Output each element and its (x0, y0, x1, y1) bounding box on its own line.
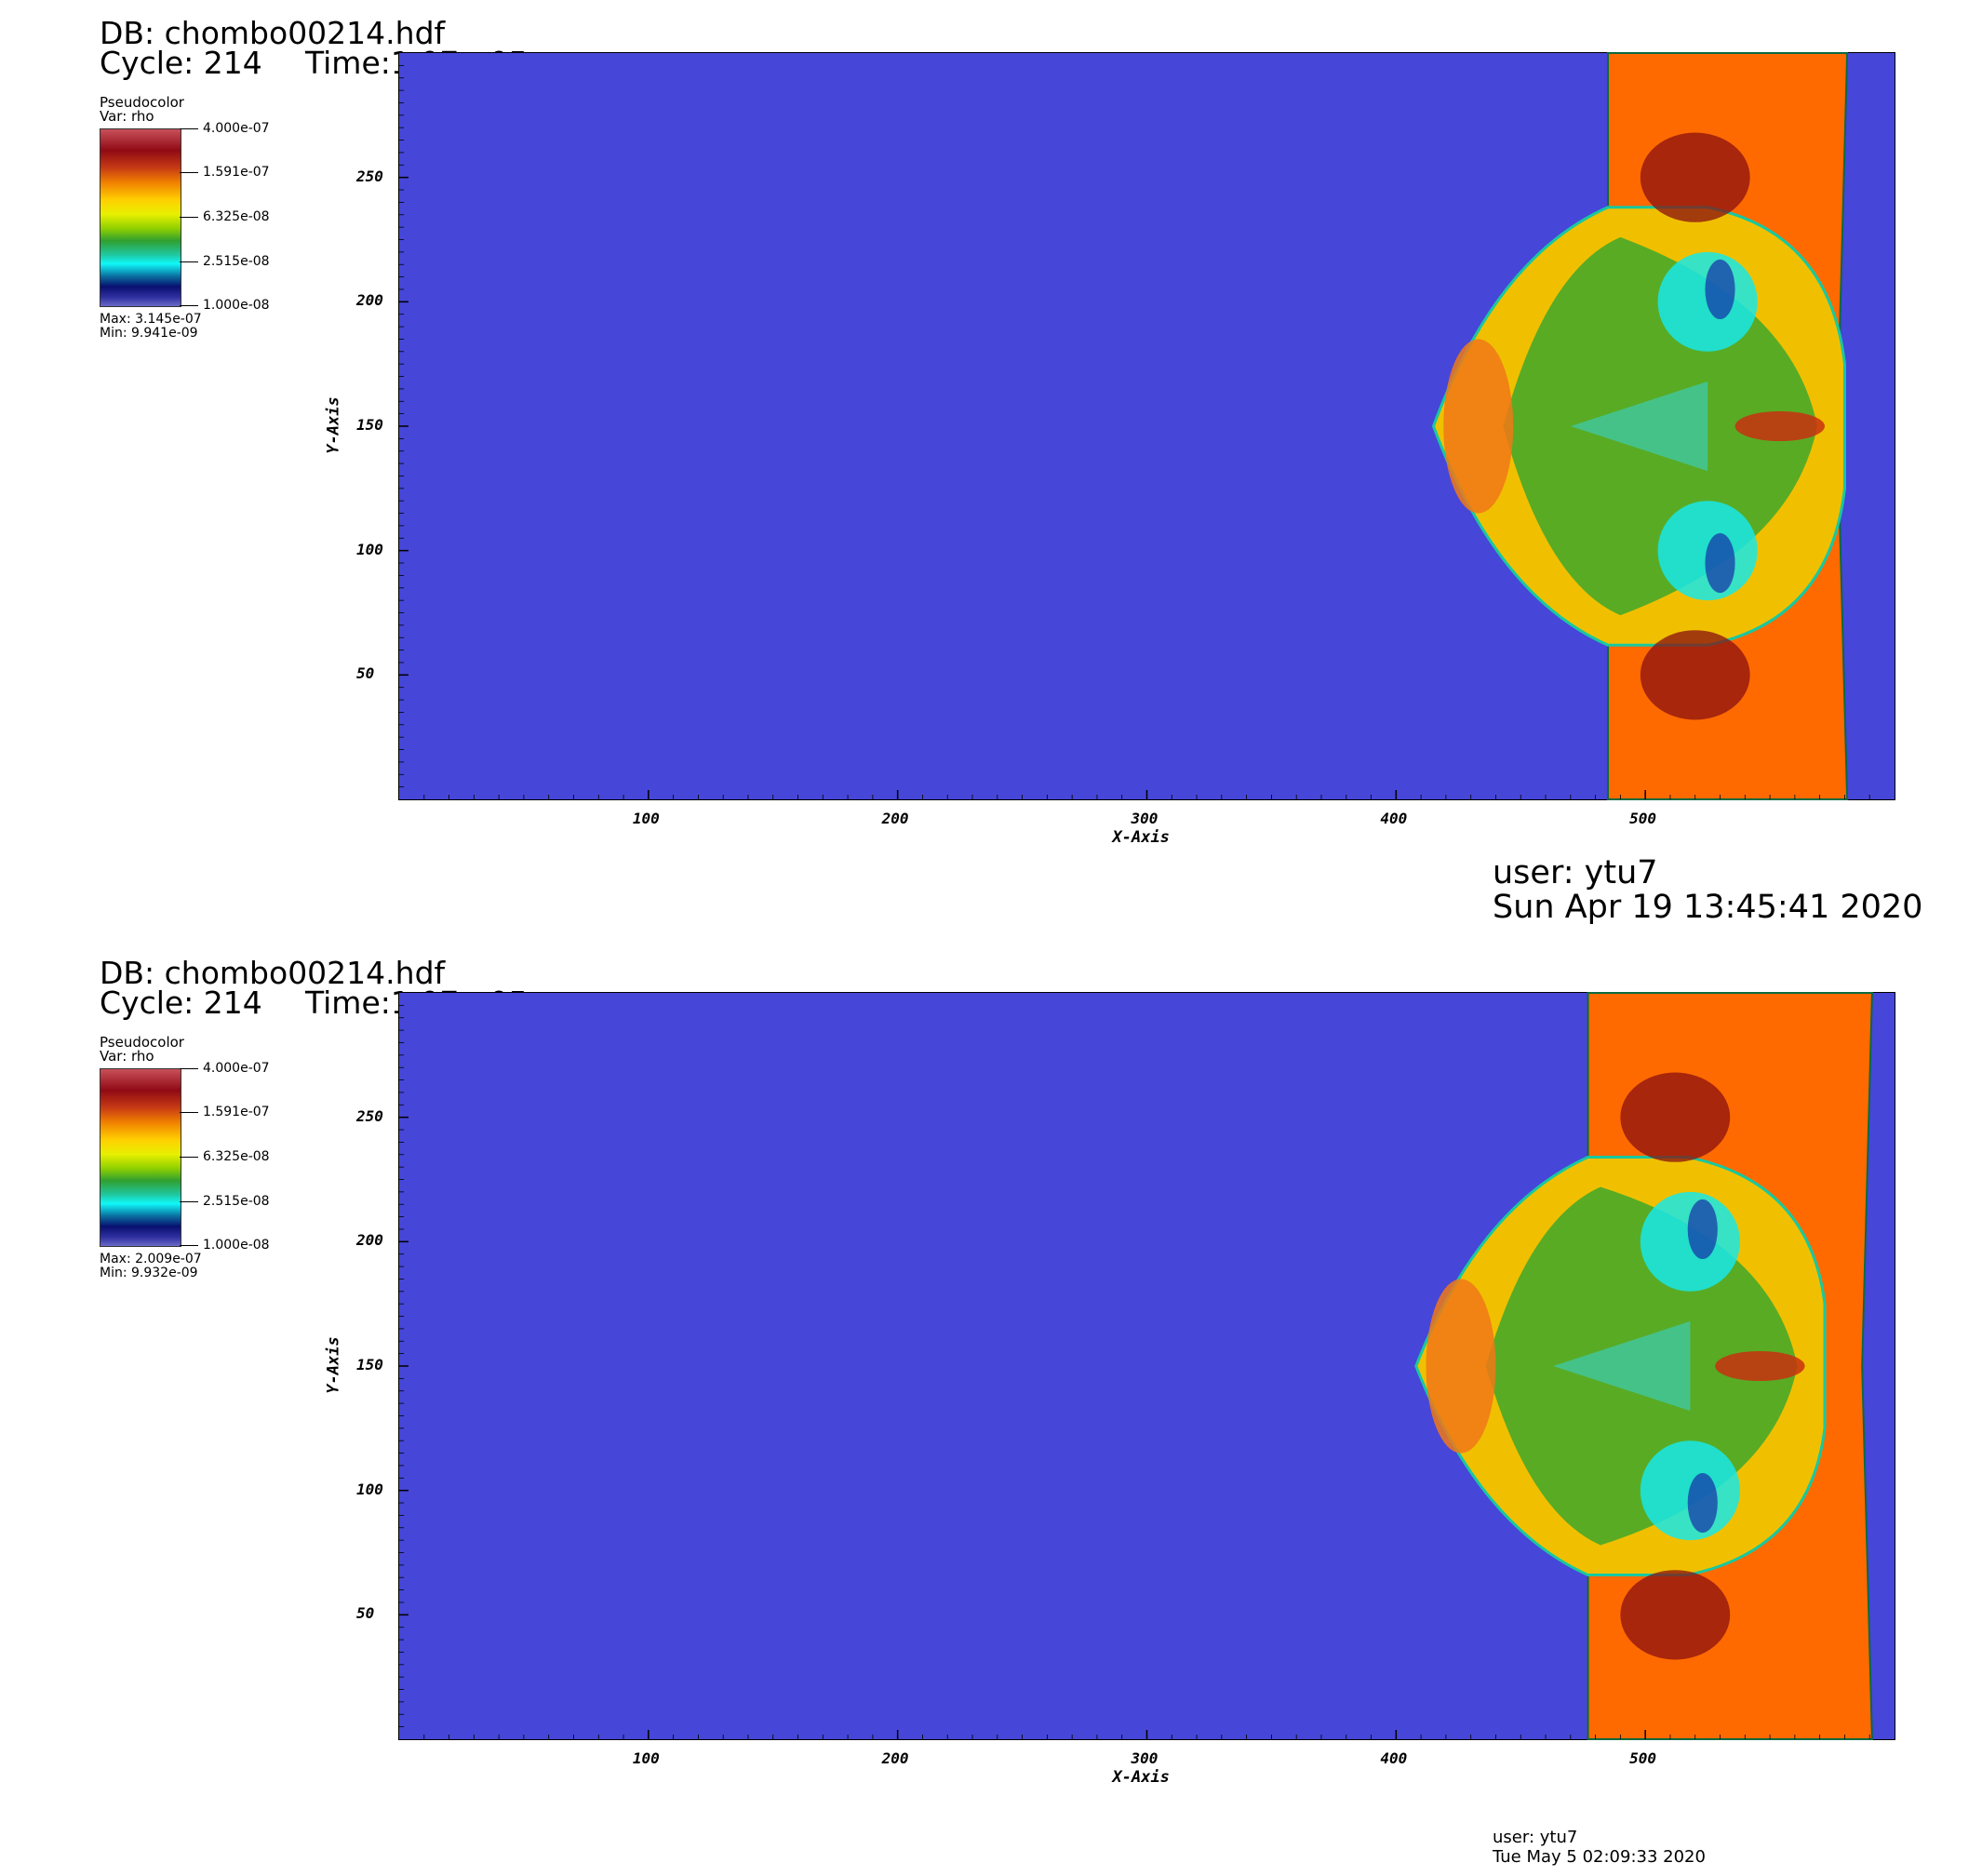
colorbar-label: 2.515e-08 (203, 254, 270, 269)
y-tick-label: 100 (356, 540, 383, 558)
plot-panel-bottom: DB: chombo00214.hdf Cycle: 214 Time:1.07… (0, 940, 1982, 1876)
central-wedge (1570, 381, 1708, 472)
colorbar-label: 4.000e-07 (203, 1061, 270, 1076)
x-tick-label: 200 (881, 810, 909, 827)
central-wedge (1553, 1320, 1691, 1412)
lower-vortex-core (1620, 1570, 1731, 1660)
upper-vortex-core (1620, 1072, 1731, 1162)
y-tick-label: 150 (356, 416, 383, 434)
date-label: Tue May 5 02:09:33 2020 (1493, 1847, 1706, 1867)
y-axis-title: Y-Axis (324, 396, 343, 454)
axis-jet-knot (1715, 1350, 1805, 1382)
colorbar-label: 4.000e-07 (203, 121, 270, 136)
date-label: Sun Apr 19 13:45:41 2020 (1493, 889, 1923, 926)
upper-deep-core (1687, 1199, 1718, 1260)
colorbar-label: 1.591e-07 (203, 1105, 270, 1119)
colorbar-label: 1.000e-08 (203, 298, 270, 313)
tip-dense-cap (1443, 339, 1514, 514)
cycle-label: Cycle: 214 (100, 45, 262, 81)
legend-var: Var: rho (100, 108, 154, 125)
colorbar-tick (180, 305, 198, 306)
x-tick-label: 100 (632, 810, 660, 827)
legend-title: Pseudocolor (100, 1034, 184, 1051)
lower-deep-core (1687, 1472, 1718, 1534)
colorbar-label: 1.000e-08 (203, 1238, 270, 1253)
x-tick-label: 400 (1380, 810, 1408, 827)
x-tick-label: 200 (881, 1749, 909, 1767)
lower-deep-core (1705, 532, 1735, 594)
x-tick-label: 500 (1629, 1749, 1657, 1767)
plot-area (398, 52, 1895, 800)
density-field (399, 992, 1895, 1740)
y-tick-label: 50 (356, 664, 375, 683)
x-tick-label: 500 (1629, 810, 1657, 827)
y-tick-label: 150 (356, 1356, 383, 1374)
legend-var: Var: rho (100, 1048, 154, 1065)
x-tick-label: 300 (1131, 1749, 1158, 1767)
colorbar-tick (180, 1245, 198, 1246)
plot-panel-top: DB: chombo00214.hdf Cycle: 214 Time:1.07… (0, 0, 1982, 936)
colorbar-tick (180, 261, 198, 262)
user-label: user: ytu7 (1493, 854, 1658, 891)
upper-vortex-core (1640, 132, 1750, 222)
colorbar-label: 2.515e-08 (203, 1194, 270, 1209)
x-axis-title: X-Axis (1112, 1768, 1170, 1787)
colorbar-tick (180, 1112, 198, 1113)
x-axis-title: X-Axis (1112, 828, 1170, 847)
legend-min: Min: 9.941e-09 (100, 326, 198, 341)
colorbar (100, 128, 181, 307)
upper-deep-core (1705, 259, 1735, 320)
cycle-label: Cycle: 214 (100, 985, 262, 1021)
x-tick-label: 100 (632, 1749, 660, 1767)
axis-jet-knot (1734, 410, 1826, 442)
y-tick-label: 200 (356, 291, 383, 310)
db-label: DB: chombo00214.hdf (100, 15, 446, 51)
user-label: user: ytu7 (1493, 1828, 1578, 1847)
colorbar-tick (180, 1068, 198, 1069)
legend-max: Max: 2.009e-07 (100, 1252, 202, 1266)
y-tick-label: 200 (356, 1231, 383, 1250)
db-label: DB: chombo00214.hdf (100, 955, 446, 991)
colorbar-tick (180, 1201, 198, 1202)
y-tick-label: 250 (356, 1106, 383, 1125)
legend-max: Max: 3.145e-07 (100, 312, 202, 327)
y-tick-label: 250 (356, 167, 383, 185)
colorbar (100, 1068, 181, 1247)
legend-min: Min: 9.932e-09 (100, 1266, 198, 1280)
colorbar-label: 1.591e-07 (203, 165, 270, 180)
density-field (399, 52, 1895, 800)
colorbar-tick (180, 1157, 198, 1158)
y-tick-label: 100 (356, 1480, 383, 1498)
colorbar-tick (180, 217, 198, 218)
colorbar-tick (180, 172, 198, 173)
colorbar-label: 6.325e-08 (203, 1149, 270, 1164)
x-tick-label: 400 (1380, 1749, 1408, 1767)
y-axis-title: Y-Axis (324, 1336, 343, 1394)
lower-vortex-core (1640, 630, 1750, 720)
colorbar-tick (180, 128, 198, 129)
tip-dense-cap (1426, 1279, 1496, 1454)
legend-title: Pseudocolor (100, 94, 184, 111)
plot-area (398, 992, 1895, 1740)
y-tick-label: 50 (356, 1604, 375, 1623)
x-tick-label: 300 (1131, 810, 1158, 827)
colorbar-label: 6.325e-08 (203, 209, 270, 224)
